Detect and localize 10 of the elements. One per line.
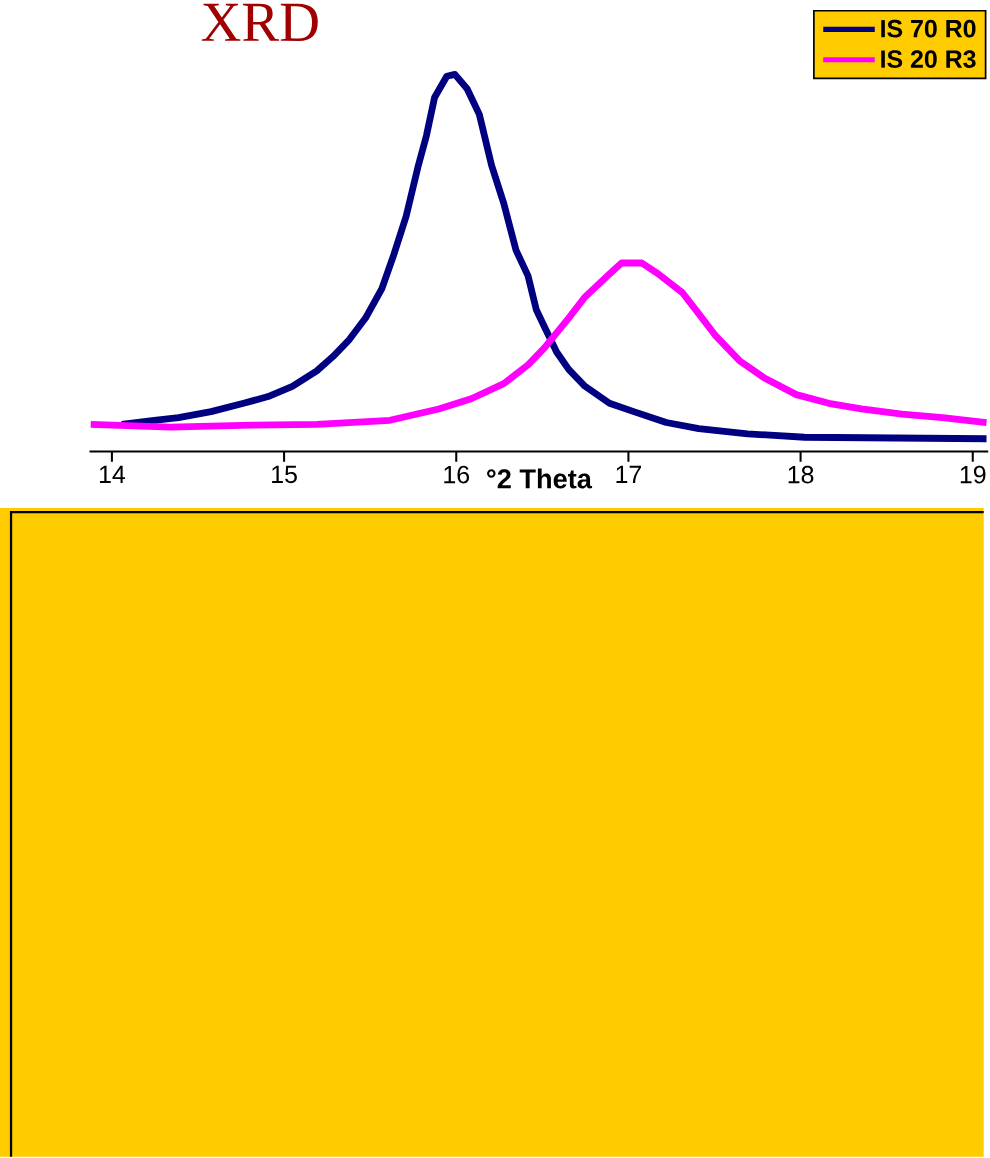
x-tick-label: 17 [616, 465, 641, 483]
x-tick-label: 14 [99, 465, 125, 483]
x-tick-label: 16 [444, 465, 469, 484]
legend-label: IS 70 R0 [881, 19, 976, 38]
x-tick-label: 15 [271, 465, 297, 484]
x-tick-label: 18 [788, 465, 814, 484]
legend-label: IS 20 R3 [881, 50, 976, 68]
x-tick-label: 19 [960, 465, 986, 484]
chart-title: XRD [201, 3, 318, 41]
x-axis-title: °2 Theta [486, 468, 592, 489]
